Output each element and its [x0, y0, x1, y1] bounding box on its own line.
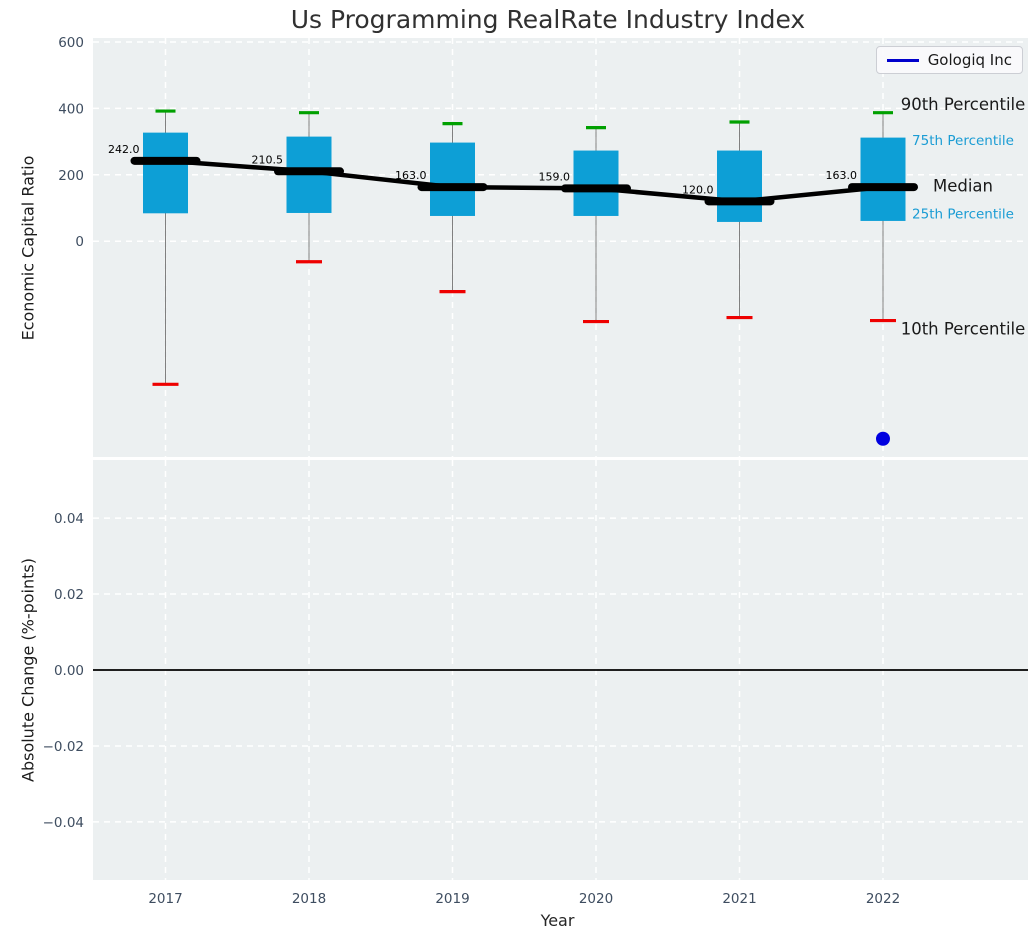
ytick-top-200: 200 [58, 168, 84, 184]
xtick-2021: 2021 [722, 891, 756, 907]
ytick-bottom-−0.04: −0.04 [43, 815, 84, 831]
ytick-top-0: 0 [75, 234, 84, 250]
top-panel [93, 38, 1028, 457]
bottom-y-axis-label: Absolute Change (%-points) [18, 558, 38, 782]
xtick-2019: 2019 [435, 891, 469, 907]
top-y-axis-label: Economic Capital Ratio [18, 155, 38, 341]
ytick-top-600: 600 [58, 35, 84, 51]
legend-line-icon [887, 58, 919, 62]
xtick-2020: 2020 [579, 891, 613, 907]
xtick-2022: 2022 [866, 891, 900, 907]
legend: Gologiq Inc [876, 46, 1023, 74]
legend-label: Gologiq Inc [927, 51, 1012, 69]
ytick-bottom-0.04: 0.04 [54, 511, 84, 527]
ytick-bottom-0.00: 0.00 [54, 663, 84, 679]
ytick-bottom-0.02: 0.02 [54, 587, 84, 603]
x-axis-label: Year [540, 911, 575, 930]
chart-title: Us Programming RealRate Industry Index [290, 5, 806, 34]
xtick-2018: 2018 [292, 891, 326, 907]
xtick-2017: 2017 [148, 891, 182, 907]
bottom-panel [93, 460, 1028, 880]
ytick-top-400: 400 [58, 101, 84, 117]
ytick-bottom-−0.02: −0.02 [43, 739, 84, 755]
